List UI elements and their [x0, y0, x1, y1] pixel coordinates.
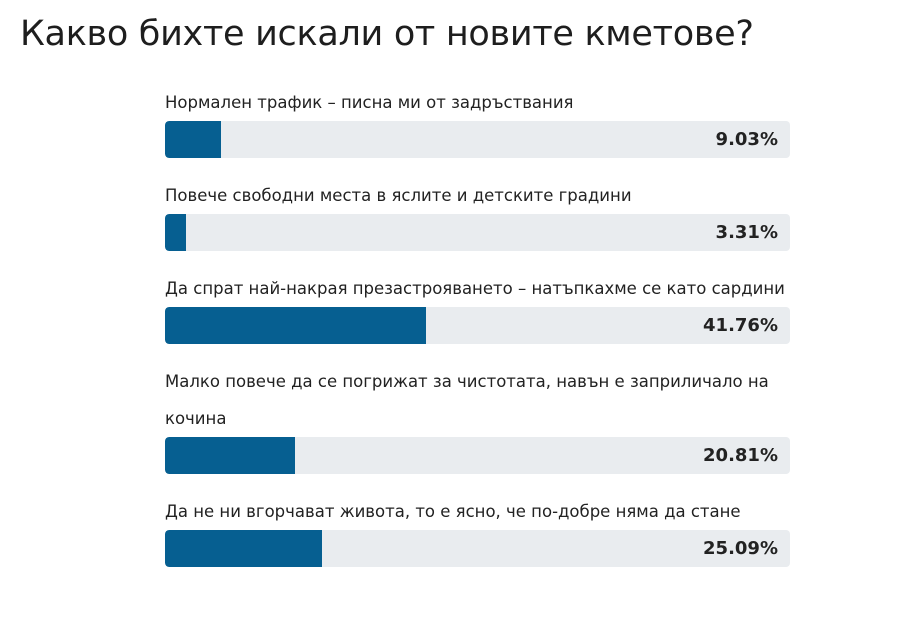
- bar-track: 20.81%: [165, 437, 790, 474]
- bar: [165, 307, 426, 344]
- option-label: Повече свободни места в яслите и детскит…: [165, 186, 632, 205]
- bar-track: 41.76%: [165, 307, 790, 344]
- value-label: 3.31%: [715, 222, 778, 243]
- chart-title: Какво бихте искали от новите кметове?: [20, 14, 754, 54]
- poll-option: Малко повече да се погрижат за чистотата…: [165, 363, 790, 474]
- bar: [165, 214, 186, 251]
- value-label: 20.81%: [703, 445, 778, 466]
- value-label: 9.03%: [715, 129, 778, 150]
- poll-option: Повече свободни места в яслите и детскит…: [165, 177, 790, 251]
- option-label: Да спрат най-накрая презастрояването – н…: [165, 279, 785, 298]
- option-label: Малко повече да се погрижат за чистотата…: [165, 372, 769, 428]
- poll-option: Да не ни вгорчават живота, то е ясно, че…: [165, 493, 790, 567]
- poll-results: Нормален трафик – писна ми от задръстван…: [165, 84, 790, 586]
- poll-option: Да спрат най-накрая презастрояването – н…: [165, 270, 790, 344]
- poll-option: Нормален трафик – писна ми от задръстван…: [165, 84, 790, 158]
- bar-track: 3.31%: [165, 214, 790, 251]
- option-label: Да не ни вгорчават живота, то е ясно, че…: [165, 502, 741, 521]
- bar: [165, 530, 322, 567]
- value-label: 25.09%: [703, 538, 778, 559]
- bar-track: 25.09%: [165, 530, 790, 567]
- bar-track: 9.03%: [165, 121, 790, 158]
- bar: [165, 437, 296, 474]
- value-label: 41.76%: [703, 315, 778, 336]
- bar: [165, 121, 222, 158]
- option-label: Нормален трафик – писна ми от задръстван…: [165, 93, 574, 112]
